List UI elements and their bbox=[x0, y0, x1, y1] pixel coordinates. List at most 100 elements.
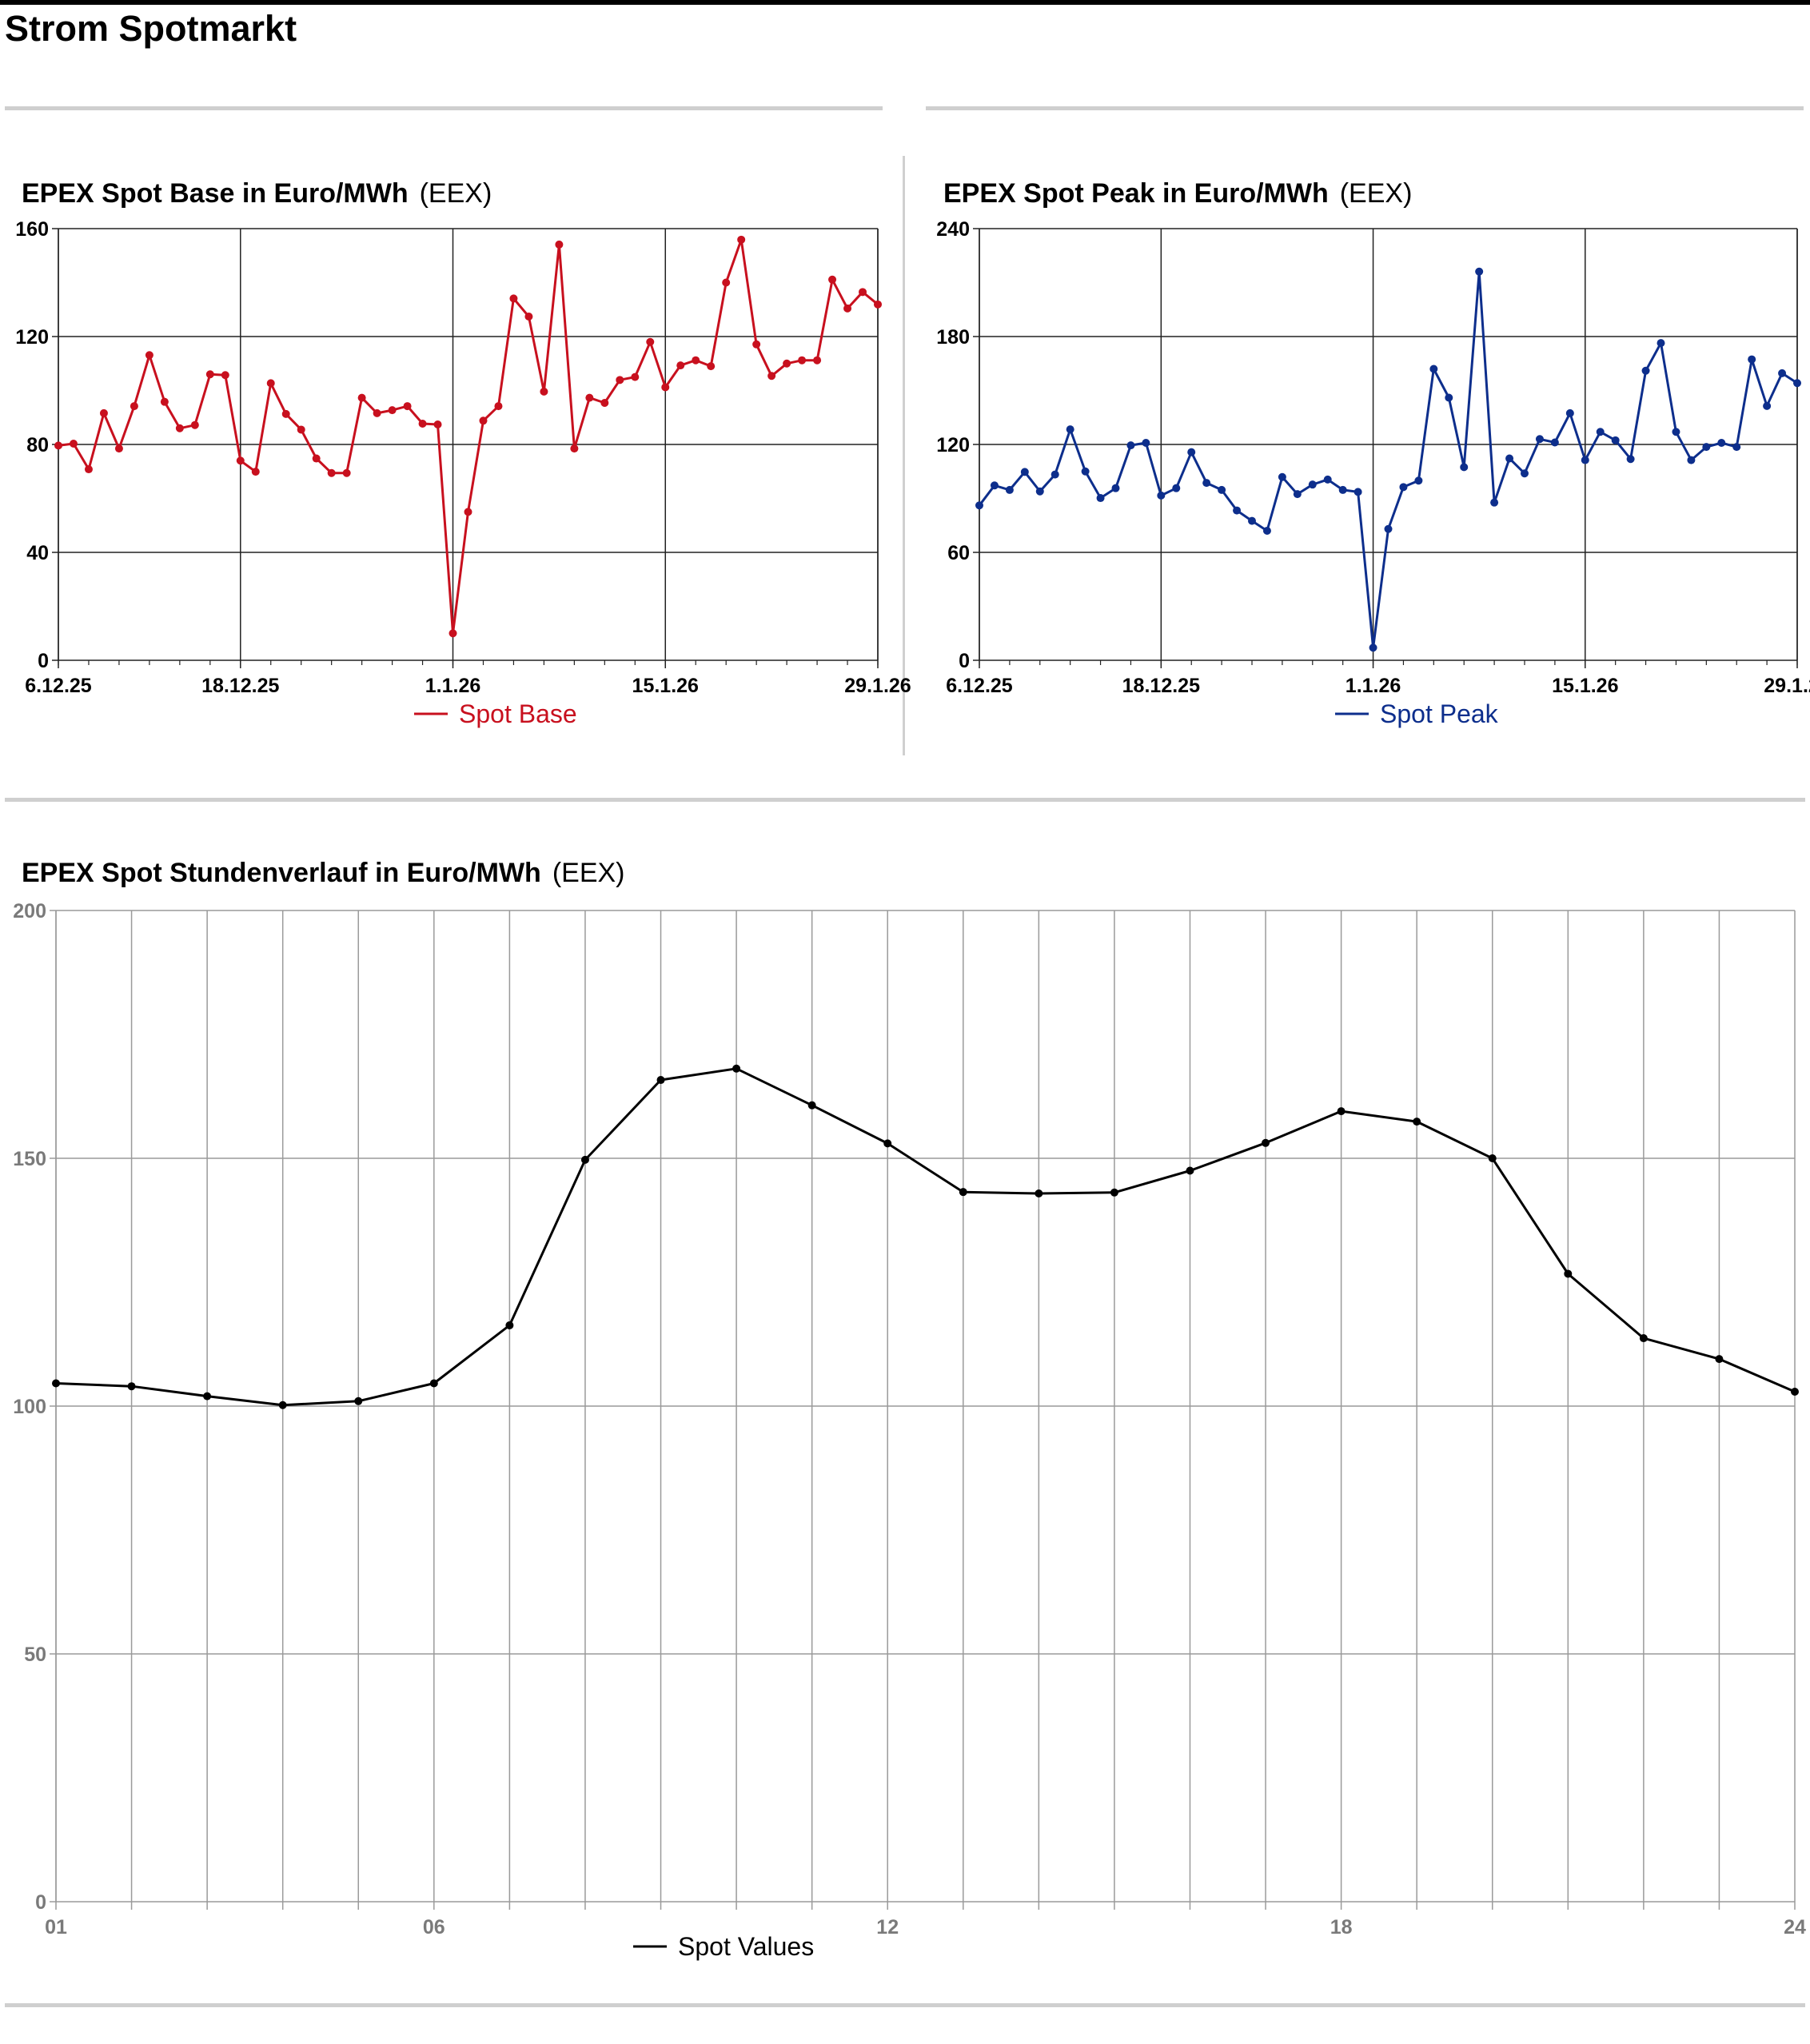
peak-data-point bbox=[1202, 479, 1211, 488]
base-series-line bbox=[58, 238, 879, 635]
base-data-point bbox=[281, 409, 290, 418]
base-xtick-label: 1.1.26 bbox=[425, 675, 481, 697]
page-title: Strom Spotmarkt bbox=[5, 8, 297, 49]
hourly-xtick-label: 24 bbox=[1784, 1916, 1806, 1938]
base-data-point bbox=[509, 294, 518, 303]
peak-data-point bbox=[1278, 472, 1286, 481]
hourly-data-point bbox=[1639, 1334, 1648, 1343]
peak-data-point bbox=[1187, 448, 1196, 456]
base-data-point bbox=[692, 356, 700, 365]
hourly-series-line bbox=[55, 1067, 1796, 1407]
peak-data-point bbox=[1505, 454, 1514, 463]
hourly-data-point bbox=[1791, 1388, 1799, 1397]
base-data-point bbox=[874, 300, 882, 309]
base-data-point bbox=[433, 420, 442, 429]
peak-data-point bbox=[1596, 428, 1605, 436]
divider-top-right bbox=[926, 106, 1804, 110]
peak-data-point bbox=[1384, 524, 1393, 533]
base-data-point bbox=[540, 387, 548, 396]
hourly-data-point bbox=[354, 1397, 363, 1405]
peak-data-point bbox=[1626, 455, 1635, 464]
base-data-point bbox=[524, 313, 533, 321]
peak-ytick-label: 0 bbox=[959, 650, 970, 672]
base-data-point bbox=[813, 356, 822, 365]
peak-data-point bbox=[1005, 485, 1014, 494]
base-data-point bbox=[494, 402, 503, 411]
peak-data-point bbox=[1475, 267, 1484, 276]
base-data-point bbox=[843, 304, 852, 313]
base-chart-title: EPEX Spot Base in Euro/MWh (EEX) bbox=[22, 178, 492, 209]
base-data-point bbox=[418, 420, 427, 428]
base-data-point bbox=[464, 508, 472, 516]
base-data-point bbox=[661, 383, 670, 392]
hourly-chart-title: EPEX Spot Stundenverlauf in Euro/MWh (EEX… bbox=[22, 858, 625, 888]
hourly-data-point bbox=[1715, 1355, 1724, 1364]
peak-data-point bbox=[1020, 468, 1029, 476]
base-data-point bbox=[69, 439, 78, 448]
base-legend: Spot Base bbox=[414, 699, 577, 728]
peak-data-point bbox=[1672, 428, 1680, 436]
peak-xtick-label: 29.1.26 bbox=[1764, 675, 1810, 697]
base-data-point bbox=[707, 362, 716, 371]
hourly-data-point bbox=[203, 1392, 212, 1401]
peak-data-point bbox=[1262, 527, 1271, 535]
base-data-point bbox=[205, 370, 214, 379]
hourly-data-point bbox=[429, 1379, 438, 1388]
peak-data-point bbox=[1051, 470, 1059, 479]
base-data-point bbox=[175, 424, 184, 432]
peak-data-point bbox=[1338, 485, 1347, 494]
peak-data-point bbox=[1793, 379, 1801, 388]
divider-middle bbox=[5, 798, 1805, 802]
peak-data-point bbox=[1445, 393, 1453, 402]
hourly-data-point bbox=[278, 1401, 287, 1409]
peak-data-point bbox=[1490, 498, 1499, 507]
peak-data-point bbox=[1066, 425, 1074, 434]
peak-data-point bbox=[1308, 480, 1317, 489]
base-xtick-label: 6.12.25 bbox=[25, 675, 92, 697]
hourly-data-point bbox=[1337, 1107, 1346, 1116]
peak-data-point bbox=[1081, 467, 1090, 476]
base-data-point bbox=[84, 465, 93, 474]
peak-data-point bbox=[1717, 438, 1726, 447]
peak-data-point bbox=[1126, 441, 1135, 450]
peak-data-point bbox=[1657, 339, 1665, 348]
hourly-data-point bbox=[1110, 1188, 1118, 1197]
peak-ytick-label: 180 bbox=[936, 326, 970, 349]
hourly-data-point bbox=[1262, 1138, 1270, 1147]
peak-xtick-label: 1.1.26 bbox=[1346, 675, 1401, 697]
base-data-point bbox=[190, 420, 199, 429]
peak-data-point bbox=[975, 501, 983, 510]
hourly-ytick-label: 50 bbox=[24, 1644, 46, 1666]
peak-data-point bbox=[1535, 435, 1544, 444]
hourly-ytick-label: 150 bbox=[13, 1148, 46, 1170]
base-data-point bbox=[479, 416, 488, 425]
hourly-data-point bbox=[883, 1139, 892, 1148]
base-data-point bbox=[297, 425, 305, 434]
peak-data-point bbox=[1172, 484, 1181, 492]
peak-data-point bbox=[1687, 456, 1696, 464]
base-ytick-label: 160 bbox=[15, 218, 49, 241]
hourly-xtick-label: 18 bbox=[1330, 1916, 1353, 1938]
peak-xtick-label: 15.1.26 bbox=[1552, 675, 1618, 697]
peak-series-line bbox=[978, 270, 1798, 649]
base-data-point bbox=[251, 468, 260, 476]
base-ytick-label: 40 bbox=[26, 542, 49, 564]
base-ytick-label: 120 bbox=[15, 326, 49, 349]
peak-data-point bbox=[1157, 491, 1166, 500]
base-data-point bbox=[99, 408, 108, 417]
top-border bbox=[0, 0, 1810, 5]
hourly-data-point bbox=[807, 1101, 816, 1110]
peak-data-point bbox=[1521, 469, 1529, 478]
hourly-legend-label: Spot Values bbox=[678, 1932, 814, 1961]
peak-data-point bbox=[1111, 484, 1120, 492]
base-xtick-label: 15.1.26 bbox=[632, 675, 699, 697]
base-data-point bbox=[616, 376, 624, 384]
base-data-point bbox=[859, 288, 867, 297]
hourly-ytick-label: 200 bbox=[13, 900, 46, 922]
divider-top-left bbox=[5, 106, 883, 110]
base-data-point bbox=[555, 240, 564, 249]
peak-chart: 0 60 120 180 240 6.12.25 18.12.25 1.1.26 15.1.26… bbox=[936, 218, 1810, 728]
base-data-point bbox=[722, 278, 731, 287]
base-data-point bbox=[236, 456, 245, 465]
peak-data-point bbox=[990, 481, 999, 490]
